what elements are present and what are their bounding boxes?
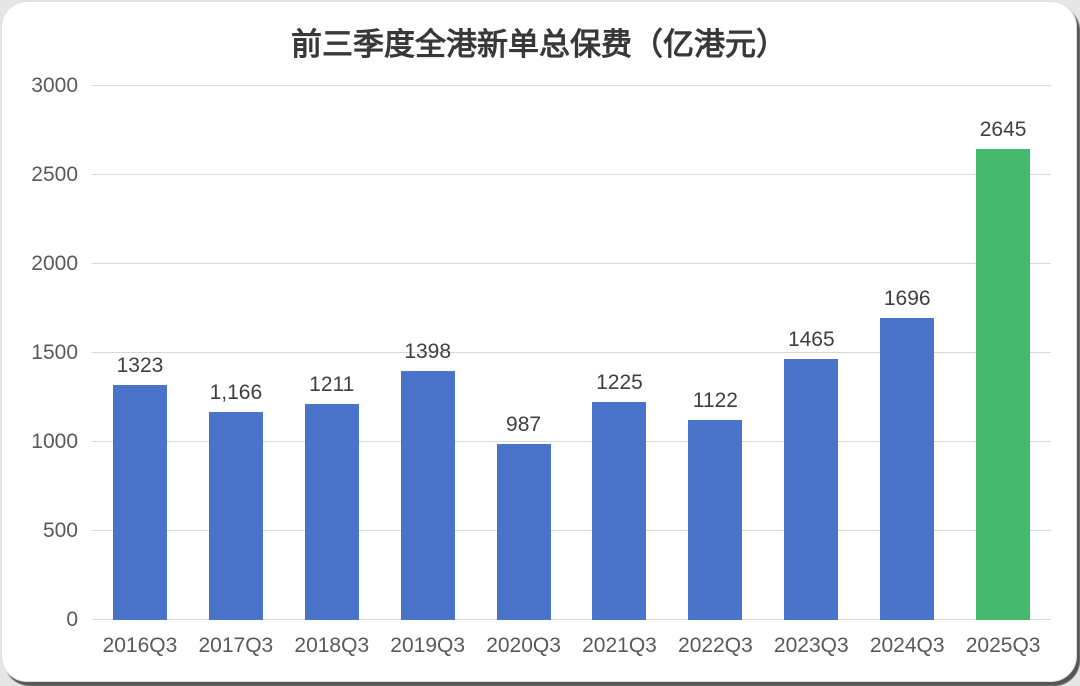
- bar-value-label: 1,166: [209, 381, 263, 405]
- x-axis-tick-label: 2021Q3: [582, 634, 657, 657]
- gridline: [92, 352, 1051, 353]
- gridline: [92, 530, 1051, 531]
- x-axis: 2016Q3 2017Q3 2018Q3 2019Q3 2020Q3 2021Q3 2022…: [92, 620, 1051, 658]
- bar-value-label: 1398: [404, 340, 452, 364]
- bar: [784, 359, 839, 620]
- bar-column: 1398: [380, 340, 476, 620]
- bar-value-label: 1122: [692, 389, 738, 413]
- bar-column: 1465: [763, 328, 859, 620]
- bar-value-label: 1323: [116, 353, 164, 377]
- bar-value-label: 1696: [883, 287, 931, 311]
- bar-value-label: 1225: [596, 370, 643, 394]
- bar-value-label: 1465: [787, 328, 835, 352]
- x-axis-tick-label: 2017Q3: [198, 634, 274, 657]
- bar-column: 1122: [667, 389, 763, 620]
- x-axis-tick-label: 2019Q3: [390, 634, 466, 657]
- x-axis-tick-label: 2020Q3: [486, 634, 561, 657]
- y-axis-tick-label: 1000: [31, 430, 78, 453]
- bar: [976, 149, 1031, 620]
- gridline: [92, 85, 1051, 86]
- x-axis-tick-label: 2025Q3: [965, 634, 1041, 657]
- x-axis-tick-label: 2016Q3: [102, 634, 178, 657]
- y-axis-tick-label: 0: [66, 608, 78, 631]
- bar-column: 1211: [284, 373, 380, 620]
- bar: [592, 401, 647, 620]
- y-axis-tick-label: 2500: [31, 163, 78, 186]
- gridline: [92, 263, 1051, 264]
- x-axis-tick-label: 2023Q3: [773, 634, 849, 657]
- x-axis-tick-label: 2024Q3: [869, 634, 945, 657]
- bar-value-label: 1211: [309, 373, 355, 397]
- bar-column: 1323: [92, 354, 188, 620]
- gridline: [92, 619, 1051, 620]
- y-axis: 0 500 1000 1500 2000 2500 3000: [14, 74, 80, 631]
- bar: [496, 444, 551, 620]
- bar-value-label: 2645: [979, 118, 1027, 142]
- x-axis-tick-label: 2018Q3: [294, 634, 370, 657]
- bar: [688, 420, 743, 620]
- bar: [112, 384, 167, 620]
- bar: [880, 318, 935, 620]
- plot-area: 1323 1,166 1211 1398 987 1225 1122 1465 1696 2645: [92, 85, 1051, 620]
- bar: [400, 371, 455, 620]
- x-axis-tick-label: 2022Q3: [678, 634, 753, 657]
- gridline: [92, 441, 1051, 442]
- y-axis-tick-label: 3000: [31, 74, 78, 97]
- y-axis-tick-label: 1500: [31, 341, 78, 364]
- bar-column: 1696: [859, 287, 955, 620]
- bar-column: 1,166: [188, 381, 284, 620]
- chart-area: 0 500 1000 1500 2000 2500 3000 1323 1,166 1211 13…: [14, 74, 1051, 631]
- bar-value-label: 987: [506, 413, 542, 437]
- y-axis-tick-label: 2000: [31, 252, 78, 275]
- bar: [208, 412, 263, 620]
- bar-column: 1225: [572, 371, 668, 620]
- bar: [304, 404, 359, 620]
- bars-row: 1323 1,166 1211 1398 987 1225 1122 1465 1696 2645: [92, 86, 1051, 620]
- y-axis-tick-label: 500: [42, 519, 78, 542]
- bar-column: 2645: [955, 118, 1051, 620]
- bar-column: 987: [476, 413, 572, 620]
- gridline: [92, 174, 1051, 175]
- chart-title: 前三季度全港新单总保费（亿港元）: [291, 27, 787, 62]
